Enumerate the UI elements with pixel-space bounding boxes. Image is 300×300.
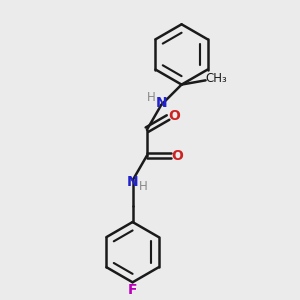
Text: O: O <box>168 109 180 123</box>
Text: H: H <box>147 91 156 104</box>
Text: F: F <box>128 283 137 297</box>
Text: N: N <box>127 175 138 189</box>
Text: O: O <box>172 148 184 163</box>
Text: H: H <box>139 180 148 193</box>
Text: CH₃: CH₃ <box>206 72 227 86</box>
Text: N: N <box>155 96 167 110</box>
